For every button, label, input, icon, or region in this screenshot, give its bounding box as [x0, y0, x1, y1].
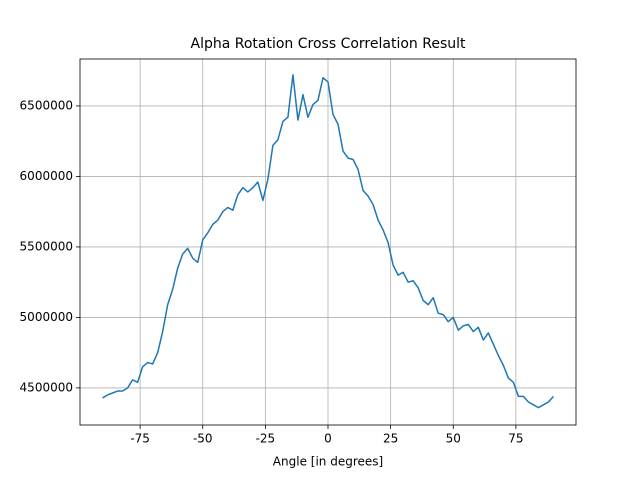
x-tick-label: 50	[446, 432, 461, 446]
chart-title: Alpha Rotation Cross Correlation Result	[191, 36, 467, 52]
y-tick-label: 4500000	[20, 380, 73, 394]
y-tick-label: 6000000	[20, 169, 73, 183]
x-tick-label: 25	[383, 432, 398, 446]
data-line	[102, 74, 555, 409]
y-tick-label: 6500000	[20, 98, 73, 112]
y-tick-label: 5500000	[20, 239, 73, 253]
plot-frame	[79, 58, 577, 426]
y-tick-label: 5000000	[20, 310, 73, 324]
x-axis-label: Angle [in degrees]	[273, 455, 383, 469]
x-tick-label: 75	[508, 432, 523, 446]
x-tick-label: 0	[324, 432, 332, 446]
x-tick-label: -25	[256, 432, 276, 446]
x-tick-label: -50	[193, 432, 213, 446]
x-tick-label: -75	[130, 432, 150, 446]
